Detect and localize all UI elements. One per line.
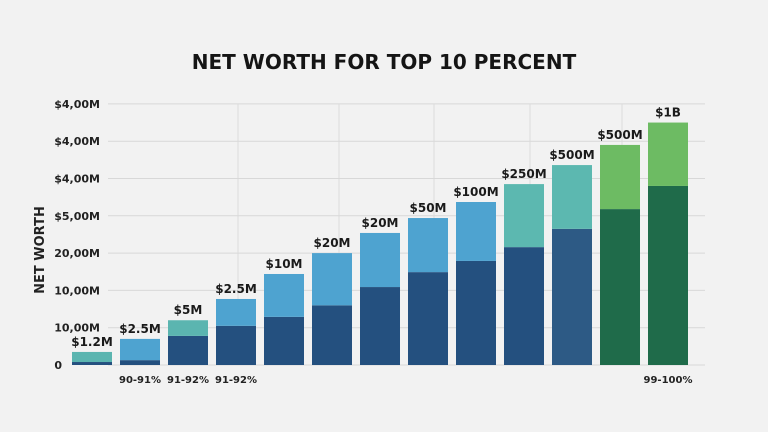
- bar-lower-segment: [360, 287, 400, 365]
- chart-title: NET WORTH FOR TOP 10 PERCENT: [191, 50, 577, 74]
- bar-upper-segment: [216, 298, 256, 326]
- bar-upper-segment: [552, 165, 592, 229]
- bar-upper-segment: [72, 351, 112, 363]
- y-tick-label: $4,00M: [54, 135, 100, 148]
- bar-value-label: $2.5M: [119, 322, 161, 336]
- bar-upper-segment: [456, 201, 496, 261]
- y-tick-label: 0: [54, 359, 62, 372]
- bar-upper-segment: [648, 122, 688, 186]
- bar-lower-segment: [552, 228, 592, 365]
- x-tick-label: 91-92%: [215, 375, 257, 386]
- bar-upper-segment: [168, 320, 208, 336]
- bar-value-label: $1B: [655, 106, 681, 120]
- bar-lower-segment: [504, 247, 544, 365]
- bar-value-label: $500M: [549, 148, 594, 162]
- bar-value-label: $100M: [453, 185, 498, 199]
- bar-lower-segment: [312, 305, 352, 365]
- bar-upper-segment: [360, 232, 400, 288]
- y-tick-label: 10,00M: [54, 284, 100, 297]
- bar-lower-segment: [216, 325, 256, 365]
- bar-upper-segment: [504, 184, 544, 248]
- x-tick-label: 91-92%: [167, 375, 209, 386]
- bar-upper-segment: [600, 144, 640, 210]
- bar-upper-segment: [312, 253, 352, 306]
- y-tick-label: $4,00M: [54, 98, 100, 111]
- bar-lower-segment: [648, 185, 688, 365]
- bar-value-label: $1.2M: [71, 335, 113, 349]
- bar-upper-segment: [120, 338, 160, 361]
- y-tick-label: 10,00M: [54, 322, 100, 335]
- bar-value-label: $250M: [501, 167, 546, 181]
- bar-lower-segment: [264, 316, 304, 365]
- y-tick-label: $5,00M: [54, 210, 100, 223]
- y-axis-label: NET WORTH: [33, 206, 48, 294]
- x-tick-label: 99-100%: [644, 375, 693, 386]
- bar-lower-segment: [168, 335, 208, 365]
- bar-value-label: $10M: [266, 257, 303, 271]
- bar-upper-segment: [408, 218, 448, 273]
- bar-value-label: $20M: [362, 216, 399, 230]
- bar-lower-segment: [120, 360, 160, 365]
- y-tick-label: 20,00M: [54, 247, 100, 260]
- bar-upper-segment: [264, 273, 304, 317]
- bar-value-label: $2.5M: [215, 282, 257, 296]
- bar-lower-segment: [600, 209, 640, 365]
- bar-value-label: $5M: [174, 303, 203, 317]
- bar-value-label: $20M: [314, 236, 351, 250]
- bar-lower-segment: [408, 272, 448, 365]
- y-tick-label: $4,00M: [54, 173, 100, 186]
- x-tick-label: 90-91%: [119, 375, 161, 386]
- bar-lower-segment: [72, 362, 112, 365]
- bar-value-label: $500M: [597, 128, 642, 142]
- bar-value-label: $50M: [410, 201, 447, 215]
- bar-lower-segment: [456, 260, 496, 365]
